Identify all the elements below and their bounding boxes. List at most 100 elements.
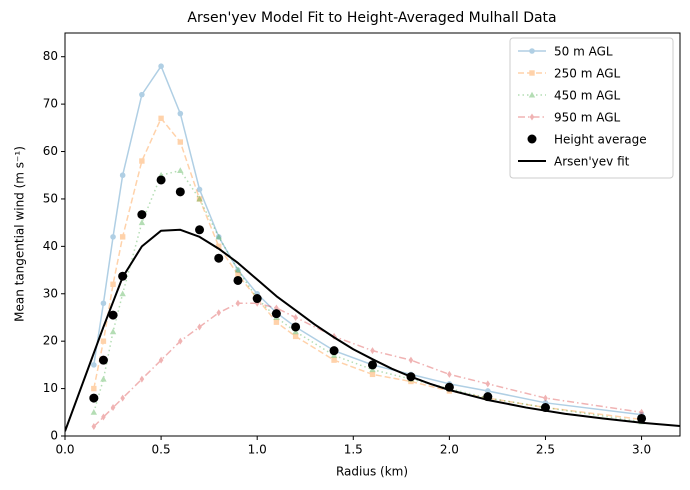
chart-title: Arsen'yev Model Fit to Height-Averaged M… [187, 10, 556, 26]
point [91, 423, 97, 431]
series-line [93, 302, 642, 428]
x-tick-label: 0.5 [152, 443, 171, 457]
point [234, 266, 242, 273]
y-tick-label: 70 [43, 97, 58, 111]
series-line [65, 228, 680, 432]
point [110, 404, 116, 412]
axes-frame [64, 32, 681, 437]
point [370, 347, 375, 355]
point [215, 234, 222, 240]
y-tick-label: 0 [50, 429, 58, 443]
point [120, 394, 125, 402]
legend-label: 50 m AGL [554, 45, 613, 59]
point [235, 267, 241, 273]
y-axis-label: Mean tangential wind (m s⁻¹) [13, 146, 27, 322]
point [529, 48, 535, 54]
point [271, 309, 281, 319]
point [196, 196, 203, 202]
point [196, 195, 203, 202]
x-tick-label: 1.0 [248, 443, 267, 457]
legend-label: 250 m AGL [554, 67, 621, 81]
point [291, 322, 301, 332]
point [89, 393, 99, 403]
legend-label: Arsen'yev fit [554, 155, 630, 169]
point [233, 275, 243, 285]
y-tick-label: 40 [43, 239, 58, 253]
point [215, 233, 222, 240]
point [216, 309, 222, 317]
point [195, 225, 205, 235]
series-line [93, 65, 642, 416]
series [91, 299, 644, 431]
legend-box [509, 37, 674, 179]
legend-label: Height average [554, 133, 647, 147]
point [137, 210, 147, 220]
point [100, 300, 107, 307]
point [175, 187, 185, 197]
point [639, 408, 644, 416]
point [177, 167, 184, 173]
point [110, 234, 116, 240]
point [177, 139, 184, 145]
point [138, 219, 146, 226]
y-tick-label: 80 [43, 49, 58, 63]
legend-item [518, 48, 546, 54]
x-tick-label: 3.0 [632, 443, 651, 457]
point [216, 243, 222, 250]
legend-label: 450 m AGL [554, 89, 621, 103]
point [100, 338, 107, 344]
y-tick-label: 50 [43, 191, 58, 205]
legend-item [518, 91, 546, 98]
point [91, 385, 97, 392]
point [485, 388, 491, 394]
legend-item [518, 70, 546, 76]
point [235, 272, 241, 278]
point [447, 370, 452, 378]
point [235, 299, 241, 307]
x-tick-label: 2.5 [536, 443, 555, 457]
point [408, 378, 414, 385]
legend: 50 m AGL 250 m AGL 450 m AGL 950 m AGL Heigh… [509, 37, 674, 179]
point [293, 313, 298, 321]
point [158, 115, 164, 122]
x-tick-label: 1.5 [344, 443, 363, 457]
point [543, 394, 548, 402]
x-axis-label: Radius (km) [336, 465, 408, 479]
point [91, 362, 97, 368]
point [292, 333, 299, 340]
point [158, 63, 164, 69]
point [110, 281, 116, 287]
legend-item [527, 134, 537, 144]
x-tick-label: 0.0 [55, 443, 74, 457]
point [527, 134, 537, 144]
point [119, 290, 126, 297]
point [368, 360, 377, 370]
point [158, 356, 164, 364]
point [98, 355, 108, 365]
point [485, 380, 491, 388]
point [139, 158, 145, 164]
y-tick-label: 10 [43, 381, 58, 395]
series [65, 228, 680, 432]
y-tick-label: 20 [43, 334, 58, 348]
point [329, 346, 339, 356]
point [178, 337, 183, 345]
point [529, 113, 535, 121]
point [177, 110, 184, 117]
point [139, 375, 145, 383]
point [119, 234, 126, 240]
y-tick-label: 60 [43, 144, 58, 158]
point [109, 328, 117, 335]
x-tick-label: 2.0 [440, 443, 459, 457]
point [529, 70, 535, 76]
point [252, 294, 262, 304]
point [196, 186, 203, 193]
point [108, 310, 118, 320]
point [90, 408, 98, 415]
point [528, 91, 536, 98]
point [637, 413, 647, 423]
point [197, 323, 202, 331]
point [408, 356, 414, 364]
